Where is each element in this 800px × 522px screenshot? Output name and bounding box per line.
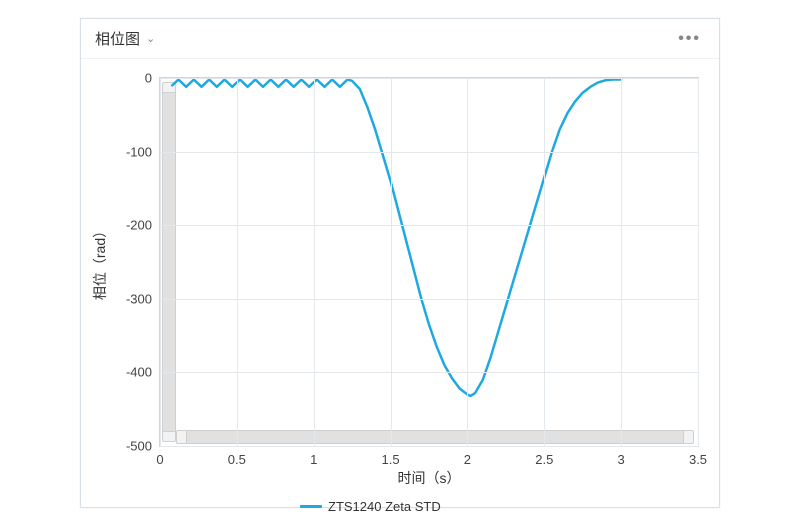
y-axis-label: 相位（rad） xyxy=(90,224,110,300)
y-tick-label: -300 xyxy=(126,291,152,306)
gridline-vertical xyxy=(467,78,468,446)
y-tick-label: -400 xyxy=(126,365,152,380)
legend-label: ZTS1240 Zeta STD xyxy=(328,499,441,514)
plot-area: 相位（rad） 时间（s） ZTS1240 Zeta STD 0-100-200… xyxy=(159,77,699,447)
gridline-vertical xyxy=(391,78,392,446)
y-tick-label: -100 xyxy=(126,144,152,159)
x-axis-label: 时间（s） xyxy=(398,468,461,488)
gridline-horizontal xyxy=(160,78,698,79)
y-tick-label: -500 xyxy=(126,439,152,454)
gridline-horizontal xyxy=(160,152,698,153)
chevron-down-icon: ⌄ xyxy=(146,32,155,45)
y-tick-label: 0 xyxy=(145,71,152,86)
y-tick-label: -200 xyxy=(126,218,152,233)
legend: ZTS1240 Zeta STD xyxy=(300,499,441,514)
x-tick-label: 0 xyxy=(156,452,163,467)
gridline-vertical xyxy=(698,78,699,446)
title-dropdown[interactable]: 相位图 ⌄ xyxy=(95,28,155,49)
x-tick-label: 2 xyxy=(464,452,471,467)
gridline-horizontal xyxy=(160,446,698,447)
data-series-line xyxy=(172,79,621,395)
chart-svg xyxy=(160,78,698,446)
x-tick-label: 3.5 xyxy=(689,452,707,467)
gridline-vertical xyxy=(544,78,545,446)
panel-title: 相位图 xyxy=(95,28,140,49)
x-tick-label: 3 xyxy=(618,452,625,467)
x-tick-label: 1 xyxy=(310,452,317,467)
gridline-vertical xyxy=(237,78,238,446)
gridline-horizontal xyxy=(160,225,698,226)
more-menu-button[interactable]: ••• xyxy=(674,30,705,48)
chart-container: 相位（rad） 时间（s） ZTS1240 Zeta STD 0-100-200… xyxy=(81,59,719,507)
gridline-horizontal xyxy=(160,372,698,373)
x-tick-label: 2.5 xyxy=(535,452,553,467)
x-tick-label: 0.5 xyxy=(228,452,246,467)
chart-panel: 相位图 ⌄ ••• 相位（rad） 时间（s） ZTS1240 Zeta STD… xyxy=(80,18,720,508)
legend-swatch xyxy=(300,505,322,508)
gridline-horizontal xyxy=(160,299,698,300)
gridline-vertical xyxy=(621,78,622,446)
panel-header: 相位图 ⌄ ••• xyxy=(81,19,719,59)
x-tick-label: 1.5 xyxy=(382,452,400,467)
gridline-vertical xyxy=(160,78,161,446)
gridline-vertical xyxy=(314,78,315,446)
